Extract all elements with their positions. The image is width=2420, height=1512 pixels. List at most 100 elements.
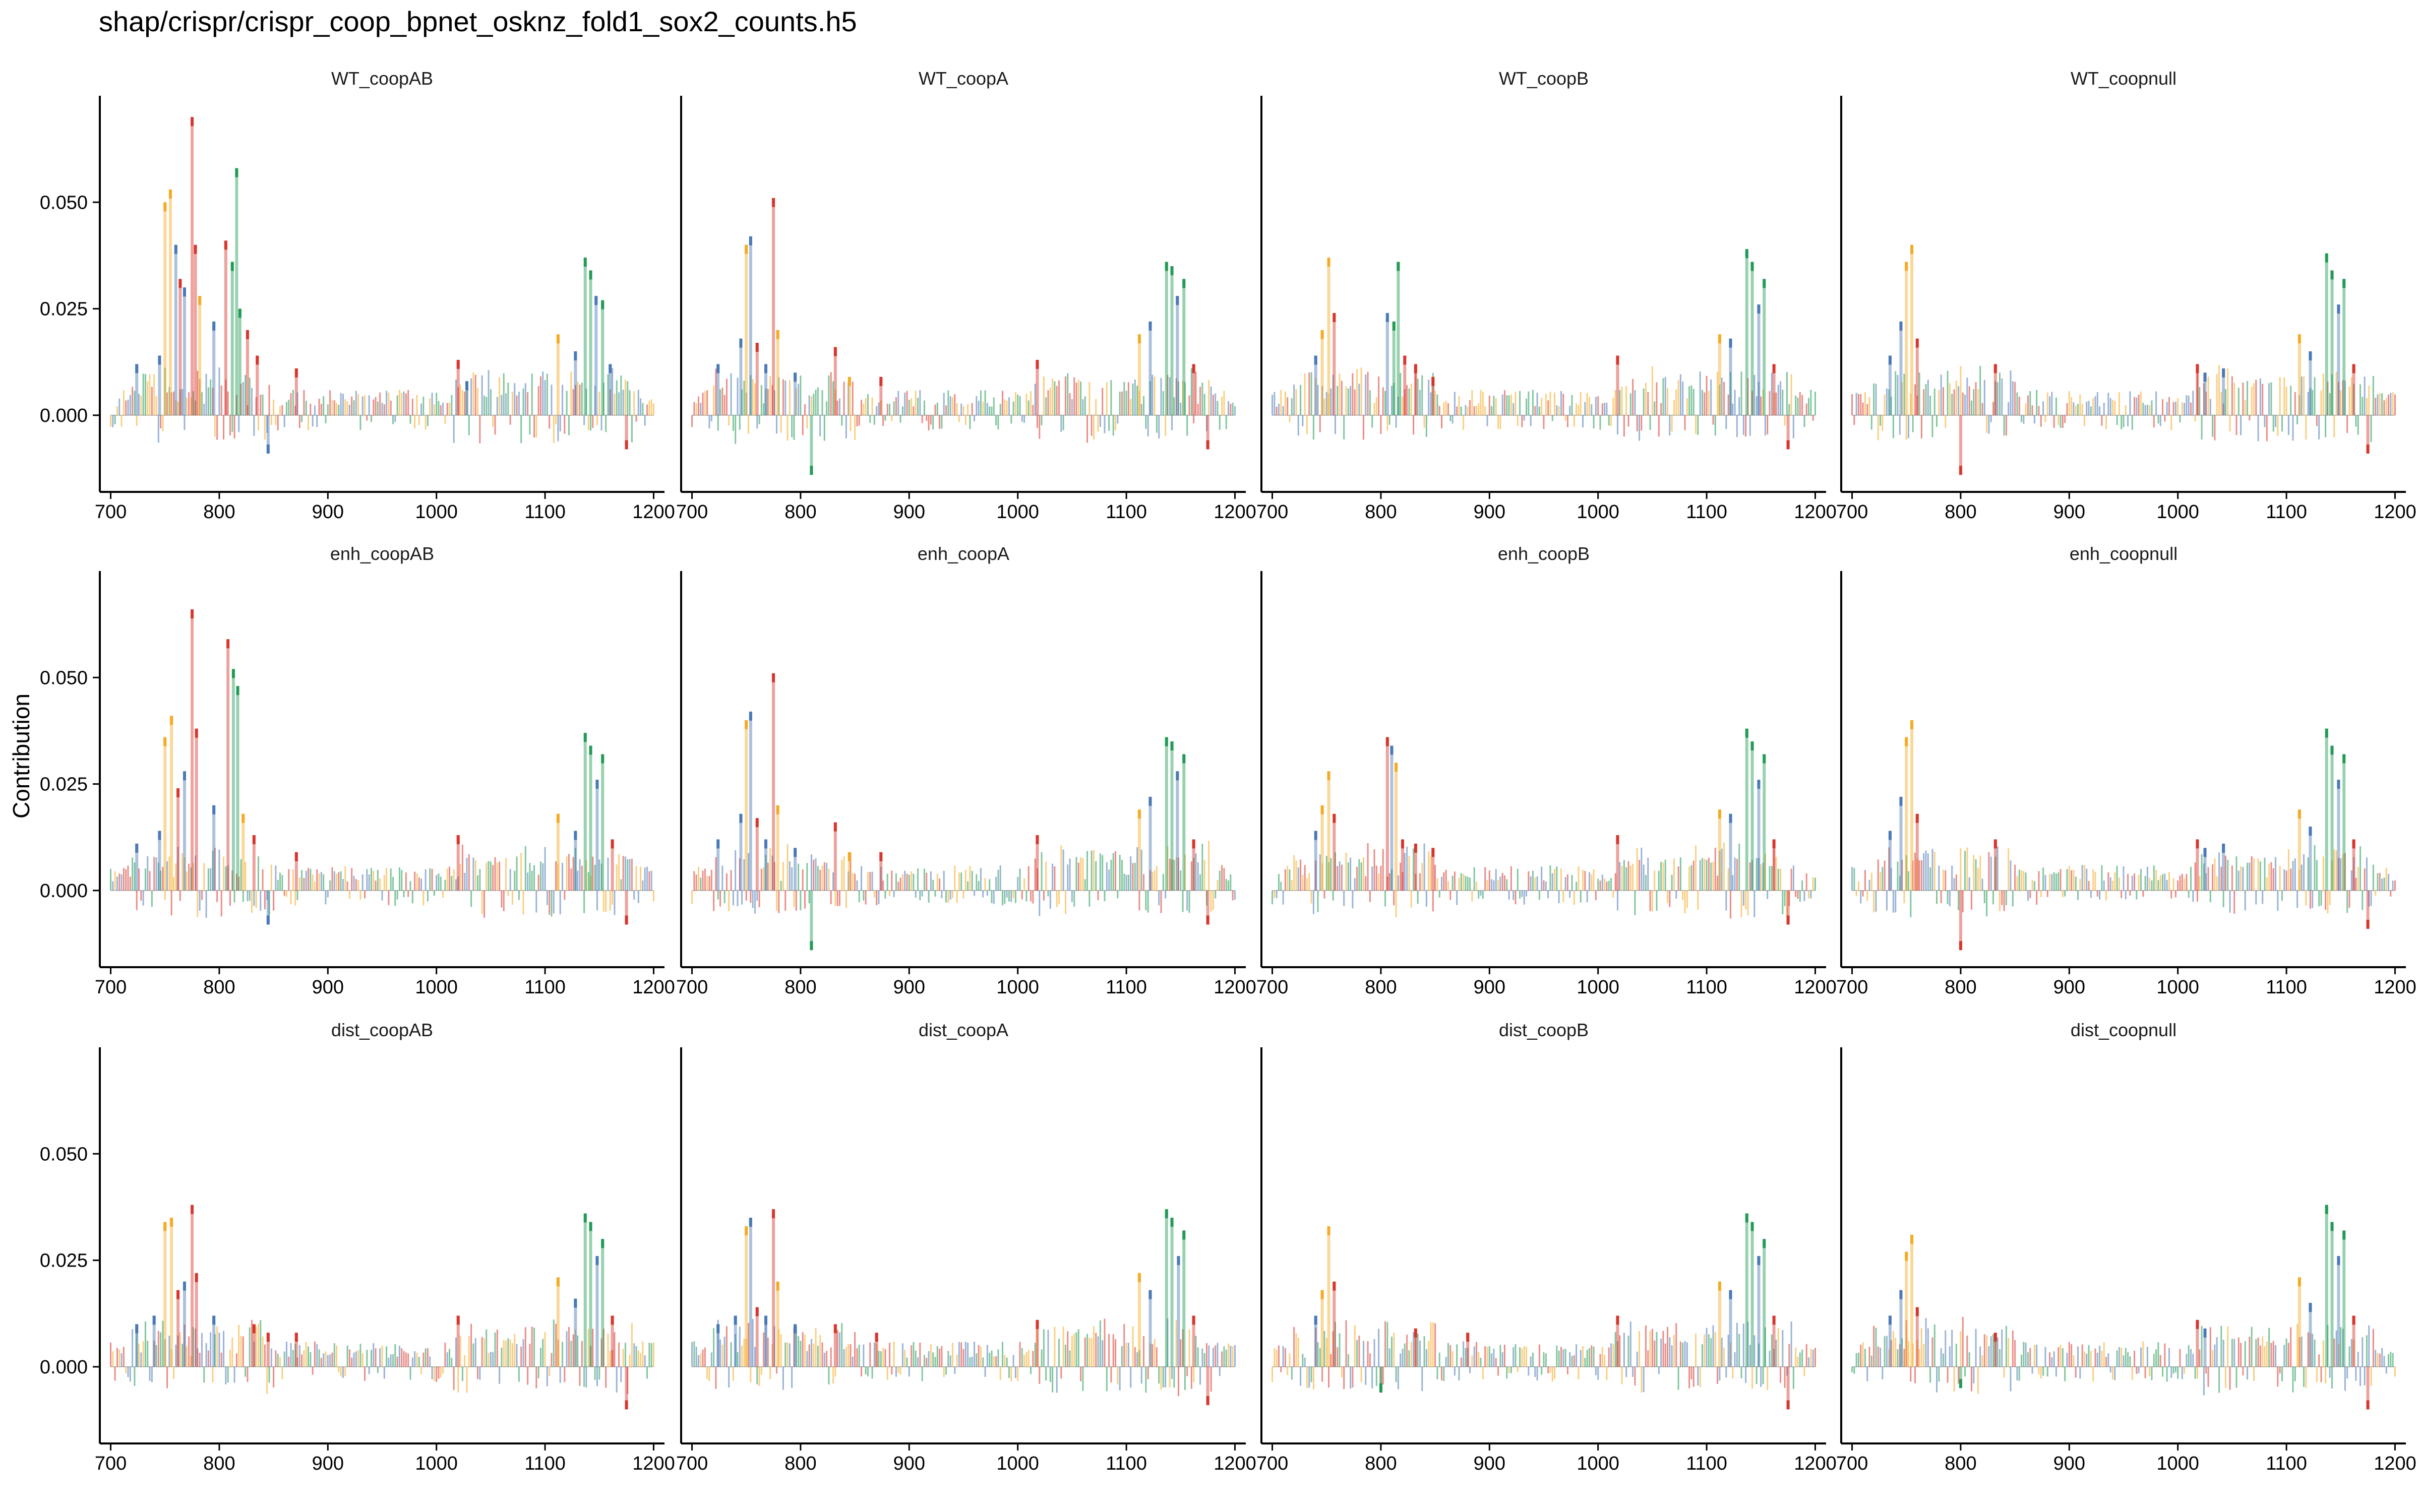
peak-bar bbox=[152, 1315, 156, 1367]
peak-glyph bbox=[776, 1281, 779, 1291]
peak-bar bbox=[231, 669, 235, 891]
x-tick-label: 900 bbox=[893, 501, 925, 523]
peak-glyph bbox=[1397, 262, 1400, 271]
peak-bar bbox=[1314, 355, 1317, 415]
peak-bar bbox=[1899, 321, 1903, 415]
peak-bar bbox=[1401, 839, 1404, 891]
peak-bar bbox=[749, 711, 752, 891]
peak-bar bbox=[1431, 376, 1435, 415]
peak-bar bbox=[601, 1239, 604, 1367]
peak-glyph bbox=[135, 364, 139, 373]
peak-bar bbox=[764, 1315, 767, 1367]
panel-title: WT_coopnull bbox=[2071, 68, 2176, 89]
x-tick-label: 700 bbox=[1256, 501, 1288, 523]
peak-bar bbox=[1206, 1366, 1209, 1405]
peak-bar bbox=[1397, 262, 1400, 415]
peak-glyph bbox=[2196, 364, 2199, 373]
x-tick-label: 1000 bbox=[1577, 1453, 1619, 1474]
peak-glyph bbox=[776, 330, 779, 339]
peak-glyph bbox=[1757, 1256, 1761, 1266]
plot-title: shap/crispr/crispr_coop_bpnet_osknz_fold… bbox=[99, 6, 857, 37]
peak-glyph bbox=[1763, 1239, 1766, 1248]
peak-glyph bbox=[764, 839, 767, 849]
peak-bar bbox=[195, 728, 198, 891]
peak-glyph bbox=[1379, 1383, 1382, 1393]
peak-glyph bbox=[1431, 376, 1435, 386]
peak-bar bbox=[195, 1273, 198, 1367]
peak-glyph bbox=[2337, 1256, 2340, 1266]
peak-glyph bbox=[266, 444, 270, 454]
peak-glyph bbox=[2309, 1303, 2312, 1312]
peak-bar bbox=[794, 848, 797, 891]
peak-bar bbox=[2337, 1256, 2340, 1367]
peak-bar bbox=[745, 1226, 748, 1367]
peak-glyph bbox=[1959, 466, 1962, 475]
peak-bar bbox=[1888, 355, 1892, 415]
peak-glyph bbox=[1327, 258, 1330, 267]
peak-glyph bbox=[772, 198, 775, 207]
peak-bar bbox=[875, 1333, 878, 1367]
x-tick-label: 1100 bbox=[1106, 501, 1147, 523]
peak-glyph bbox=[1036, 835, 1039, 844]
peak-glyph bbox=[1431, 848, 1435, 857]
peak-bar bbox=[776, 330, 779, 415]
peak-glyph bbox=[252, 835, 256, 844]
peak-bar bbox=[1718, 334, 1721, 415]
peak-bar bbox=[241, 813, 245, 891]
peak-glyph bbox=[1176, 771, 1179, 781]
peak-bar bbox=[848, 376, 851, 415]
peak-glyph bbox=[833, 347, 837, 356]
peak-bar bbox=[1745, 1213, 1748, 1367]
x-tick-label: 1100 bbox=[524, 977, 566, 998]
peak-bar bbox=[1148, 321, 1152, 415]
peak-bar bbox=[1616, 355, 1619, 415]
peak-bar bbox=[716, 1324, 720, 1367]
peak-glyph bbox=[1314, 831, 1317, 840]
peak-glyph bbox=[1182, 754, 1186, 764]
peak-bar bbox=[266, 1333, 270, 1367]
peak-glyph bbox=[595, 1256, 599, 1266]
peak-bar bbox=[1314, 1315, 1317, 1367]
y-tick-label: 0.000 bbox=[40, 880, 88, 902]
peak-glyph bbox=[625, 1400, 628, 1410]
peak-glyph bbox=[739, 813, 743, 823]
peak-bar bbox=[589, 1222, 592, 1367]
peak-glyph bbox=[1745, 1213, 1748, 1223]
peak-glyph bbox=[1414, 1328, 1417, 1338]
peak-bar bbox=[1414, 843, 1417, 891]
peak-bar bbox=[183, 1281, 186, 1367]
peak-glyph bbox=[135, 1324, 139, 1334]
x-tick-label: 800 bbox=[203, 1453, 235, 1474]
peak-glyph bbox=[595, 780, 599, 789]
peak-glyph bbox=[178, 279, 182, 288]
peak-glyph bbox=[2325, 1205, 2328, 1214]
peak-glyph bbox=[609, 364, 612, 373]
peak-bar bbox=[1718, 809, 1721, 891]
peak-glyph bbox=[456, 835, 460, 844]
peak-bar bbox=[2366, 1366, 2370, 1410]
peak-glyph bbox=[1905, 737, 1908, 746]
peak-glyph bbox=[2337, 304, 2340, 314]
peak-glyph bbox=[1192, 1315, 1195, 1325]
peak-bar bbox=[1772, 1315, 1776, 1367]
x-tick-label: 1200 bbox=[1794, 1453, 1837, 1474]
peak-bar bbox=[212, 1315, 216, 1367]
peak-glyph bbox=[583, 1213, 587, 1223]
x-tick-label: 800 bbox=[203, 977, 235, 998]
peak-bar bbox=[1616, 835, 1619, 891]
peak-bar bbox=[183, 287, 186, 415]
peak-glyph bbox=[1165, 262, 1168, 271]
peak-bar bbox=[212, 805, 216, 891]
peak-glyph bbox=[2203, 1328, 2207, 1338]
peak-glyph bbox=[456, 360, 460, 369]
peak-bar bbox=[1403, 355, 1407, 415]
panel-title: WT_coopAB bbox=[331, 68, 433, 89]
panel-title: WT_coopB bbox=[1499, 68, 1589, 89]
peak-glyph bbox=[1993, 839, 1997, 849]
peak-bar bbox=[755, 343, 759, 415]
x-tick-label: 900 bbox=[1474, 1453, 1505, 1474]
peak-bar bbox=[734, 1315, 737, 1367]
peak-bar bbox=[1385, 737, 1389, 891]
peak-bar bbox=[1392, 321, 1396, 415]
peak-glyph bbox=[1182, 279, 1186, 288]
